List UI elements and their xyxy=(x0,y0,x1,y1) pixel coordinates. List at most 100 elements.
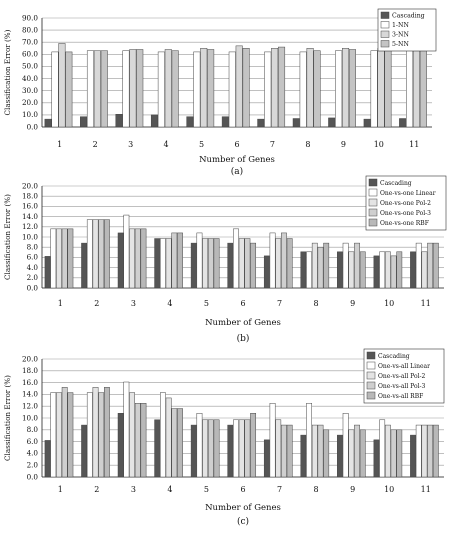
bar-series-3 xyxy=(412,49,420,128)
bar-series-3 xyxy=(165,397,172,478)
bar-series-2 xyxy=(86,50,94,128)
x-tick-label: 2 xyxy=(94,485,99,494)
bar-series-5 xyxy=(213,419,220,478)
bar-series-3 xyxy=(421,424,428,478)
y-tick-label: 8.0 xyxy=(27,243,39,252)
bar-series-2 xyxy=(415,424,422,478)
bar-series-4 xyxy=(98,392,105,478)
legend-label: Cascading xyxy=(378,353,410,360)
bar-series-2 xyxy=(86,219,93,289)
x-tick-label: 9 xyxy=(341,140,346,149)
bar-series-4 xyxy=(207,238,214,289)
x-tick-label: 10 xyxy=(384,299,394,308)
bar-series-1 xyxy=(410,251,416,289)
bar-series-5 xyxy=(140,228,147,289)
bar-series-4 xyxy=(281,232,287,289)
bar-series-2 xyxy=(160,238,166,289)
bar-series-2 xyxy=(342,242,349,289)
bar-series-1 xyxy=(190,424,197,478)
bar-series-5 xyxy=(323,242,330,289)
legend-swatch xyxy=(368,198,378,207)
bar-series-2 xyxy=(123,214,130,289)
bar-series-3 xyxy=(275,419,282,478)
bar-series-1 xyxy=(300,434,307,478)
y-tick-label: 18.0 xyxy=(22,192,38,201)
legend-label: 5-NN xyxy=(392,41,409,48)
bar-series-5 xyxy=(432,242,439,289)
bar-series-4 xyxy=(281,424,287,478)
bar-series-3 xyxy=(56,228,62,289)
bar-series-1 xyxy=(373,255,380,289)
bar-series-4 xyxy=(171,50,179,128)
bar-series-1 xyxy=(292,118,300,128)
bar-series-3 xyxy=(342,48,350,128)
legend-swatch xyxy=(380,11,390,19)
y-tick-label: 20.0 xyxy=(22,181,38,190)
bar-series-4 xyxy=(427,424,434,478)
x-tick-label: 6 xyxy=(240,299,245,308)
legend-label: 1-NN xyxy=(392,22,409,29)
bar-series-5 xyxy=(432,424,439,478)
y-tick-label: 0.0 xyxy=(27,122,39,131)
bar-series-4 xyxy=(207,49,215,128)
legend-box xyxy=(363,348,445,404)
x-tick-label: 5 xyxy=(204,299,209,308)
panel-label: (c) xyxy=(237,516,249,527)
y-tick-label: 14.0 xyxy=(22,390,38,399)
bar-series-3 xyxy=(348,429,355,478)
bar-series-1 xyxy=(81,424,88,478)
y-tick-label: 4.0 xyxy=(27,449,39,458)
bar-series-2 xyxy=(299,51,307,128)
bar-series-5 xyxy=(250,242,257,289)
bar-series-4 xyxy=(171,232,178,289)
y-tick-label: 16.0 xyxy=(22,378,38,387)
x-tick-label: 4 xyxy=(167,485,172,494)
bar-series-4 xyxy=(134,228,141,289)
x-tick-label: 3 xyxy=(128,140,133,149)
bar-series-3 xyxy=(92,219,99,289)
bar-series-3 xyxy=(384,251,391,289)
bar-series-3 xyxy=(92,387,99,478)
bar-series-3 xyxy=(165,238,172,289)
x-tick-label: 5 xyxy=(199,140,204,149)
x-tick-label: 1 xyxy=(57,140,62,149)
bar-series-2 xyxy=(50,228,57,289)
bar-series-2 xyxy=(50,392,57,478)
legend-swatch xyxy=(368,208,378,217)
bar-series-3 xyxy=(311,424,318,478)
y-tick-label: 10.0 xyxy=(22,413,38,422)
bar-series-4 xyxy=(136,49,144,128)
y-tick-label: 4.0 xyxy=(27,263,39,272)
bar-series-3 xyxy=(271,48,279,128)
bar-series-3 xyxy=(200,48,208,128)
bar-series-1 xyxy=(263,439,270,478)
bar-series-5 xyxy=(104,387,110,478)
bar-series-2 xyxy=(233,419,239,478)
bar-series-2 xyxy=(51,51,59,128)
bar-series-5 xyxy=(67,228,74,289)
bar-series-1 xyxy=(117,232,124,289)
x-tick-label: 11 xyxy=(421,299,431,308)
x-tick-label: 7 xyxy=(277,485,282,494)
bar-series-4 xyxy=(244,419,251,478)
bar-series-4 xyxy=(317,424,324,478)
bar-series-3 xyxy=(129,228,135,289)
x-tick-label: 1 xyxy=(58,299,63,308)
bar-series-5 xyxy=(213,238,220,289)
bar-series-1 xyxy=(186,116,194,128)
bar-series-1 xyxy=(257,118,265,128)
legend-swatch xyxy=(368,218,378,227)
legend-swatch xyxy=(368,188,378,197)
bar-series-2 xyxy=(269,403,276,478)
bar-series-5 xyxy=(286,238,293,289)
bar-series-5 xyxy=(177,232,183,289)
bar-series-4 xyxy=(348,49,356,128)
y-tick-label: 2.0 xyxy=(27,461,39,470)
bar-series-1 xyxy=(263,255,270,289)
legend-box xyxy=(365,175,447,231)
bar-series-4 xyxy=(313,50,321,128)
x-tick-label: 9 xyxy=(350,485,355,494)
y-axis-title: Classification Error (%) xyxy=(3,194,12,280)
y-axis-title: Classification Error (%) xyxy=(3,29,12,115)
